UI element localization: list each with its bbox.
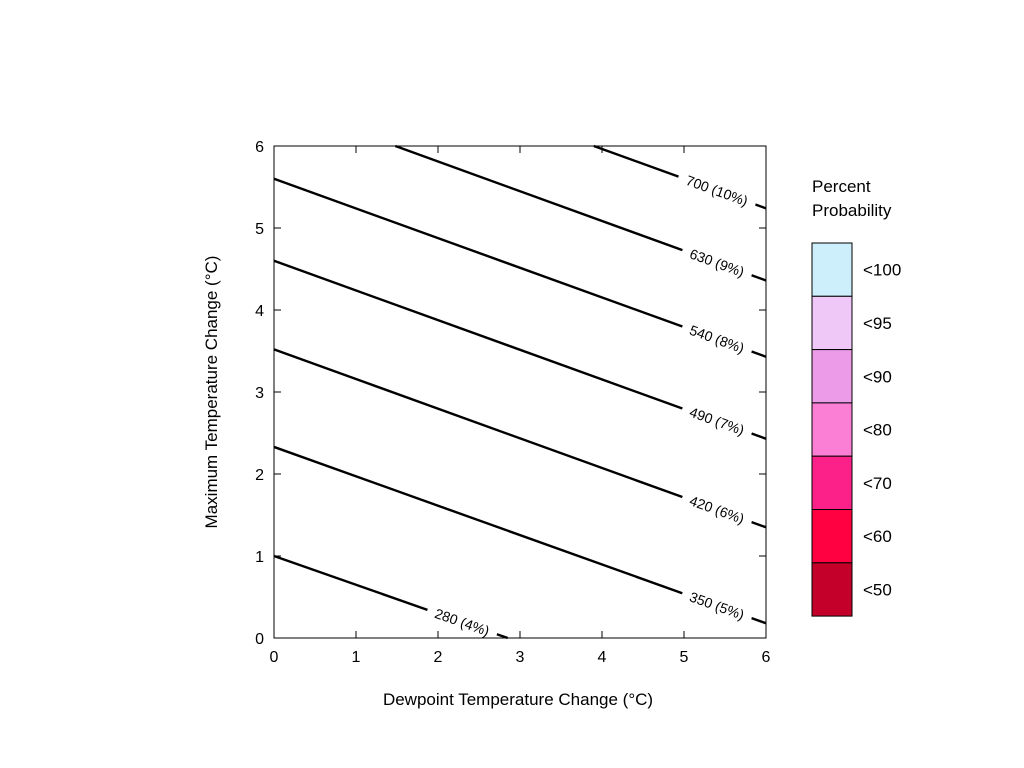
- x-tick-label: 1: [352, 649, 361, 666]
- contour-line-segment: [751, 616, 767, 625]
- legend-swatch: [811, 402, 853, 457]
- y-tick-label: 2: [255, 467, 264, 484]
- x-tick-label: 6: [762, 649, 771, 666]
- contour-line-segment: [751, 520, 767, 529]
- plot-frame: [273, 145, 767, 639]
- legend-swatch: [811, 295, 853, 351]
- contour-line-segment: [273, 445, 683, 595]
- y-tick-label: 3: [255, 385, 264, 402]
- legend-swatch: [811, 349, 853, 404]
- legend-swatch: [811, 509, 853, 564]
- legend-label: <60: [863, 527, 892, 546]
- contour-line-segment: [273, 259, 683, 410]
- legend-swatch: [811, 455, 853, 511]
- legend-swatch: [811, 242, 853, 297]
- legend-label: <90: [863, 367, 892, 386]
- contour-line-segment: [751, 432, 767, 440]
- contour-line-segment: [394, 144, 683, 252]
- legend: Percent Probability <100 <95 <90 <80 <70 <60 <50: [811, 177, 901, 617]
- x-axis-title: Dewpoint Temperature Change (°C): [383, 690, 653, 709]
- legend-label: <50: [863, 580, 892, 599]
- y-axis-title: Maximum Temperature Change (°C): [202, 256, 221, 529]
- y-tick-label: 6: [255, 139, 264, 156]
- x-tick-label: 5: [680, 649, 689, 666]
- legend-title-line: Probability: [812, 201, 892, 220]
- contour-line-segment: [273, 348, 683, 499]
- contour-line-segment: [751, 350, 767, 358]
- x-tick-label: 2: [434, 649, 443, 666]
- y-tick-label: 4: [255, 303, 264, 320]
- x-tick-label: 3: [516, 649, 525, 666]
- legend-label: <100: [863, 261, 901, 280]
- contour-line-segment: [755, 203, 767, 210]
- legend-label: <95: [863, 314, 892, 333]
- plot-area: [273, 145, 767, 639]
- legend-label: <80: [863, 421, 892, 440]
- x-tick-label: 0: [270, 649, 279, 666]
- legend-title-line: Percent: [812, 177, 871, 196]
- x-tick-label: 4: [598, 649, 607, 666]
- contour-line-segment: [273, 554, 428, 611]
- y-tick-label: 0: [255, 631, 264, 648]
- legend-swatch: [811, 562, 853, 617]
- legend-label: <70: [863, 474, 892, 493]
- y-tick-label: 1: [255, 549, 264, 566]
- contour-line-segment: [593, 144, 679, 178]
- contour-line-segment: [496, 633, 509, 640]
- contour-line-segment: [751, 274, 767, 282]
- y-tick-label: 5: [255, 221, 264, 238]
- axes: 0 1 2 3 4 5 6 0 1 2 3 4 5 6: [255, 139, 770, 666]
- contour-line-segment: [273, 177, 683, 328]
